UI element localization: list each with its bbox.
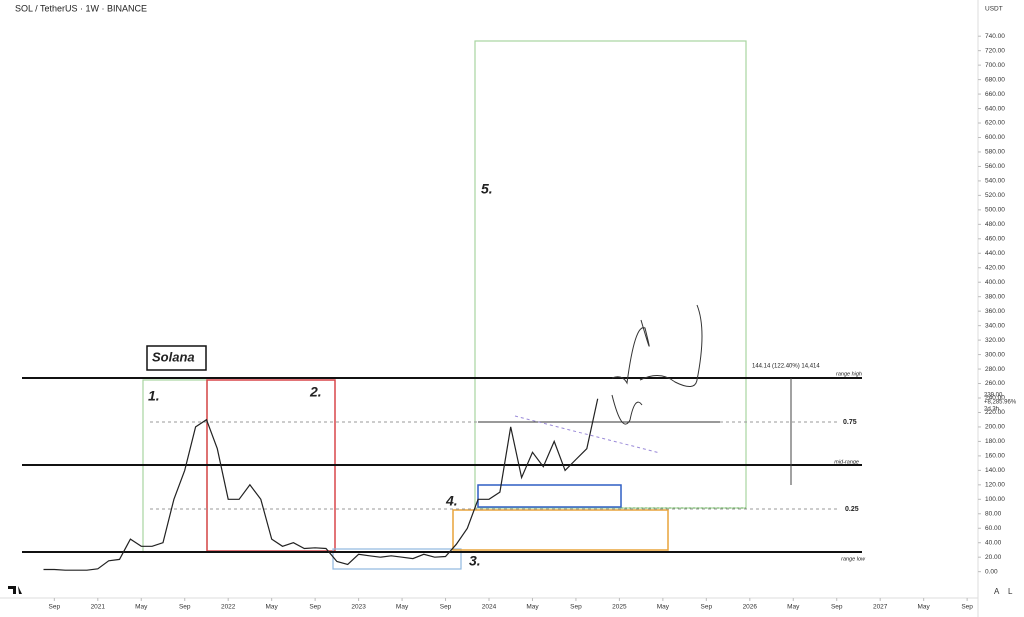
y-tick-label: 160.00: [985, 453, 1005, 460]
y-tick-label: 360.00: [985, 308, 1005, 315]
y-tick-label: 260.00: [985, 380, 1005, 387]
y-tick-label: 500.00: [985, 207, 1005, 214]
y-tick-label: 220.00: [985, 409, 1005, 416]
box-4: [477, 484, 622, 508]
y-tick-label: 200.00: [985, 424, 1005, 431]
y-tick-label: 40.00: [985, 539, 1002, 546]
y-tick-label: 720.00: [985, 47, 1005, 54]
y-tick-label: 320.00: [985, 337, 1005, 344]
x-tick-label: Sep: [49, 604, 61, 611]
x-tick-label: May: [266, 604, 279, 611]
y-tick-label: 700.00: [985, 62, 1005, 69]
x-tick-label: Sep: [831, 604, 843, 611]
y-tick-label: 120.00: [985, 482, 1005, 489]
y-tick-label: 580.00: [985, 149, 1005, 156]
y-tick-label: 740.00: [985, 33, 1005, 40]
x-tick-label: Sep: [961, 604, 973, 611]
y-tick-label: 460.00: [985, 236, 1005, 243]
y-tick-label: 180.00: [985, 438, 1005, 445]
box-3: [332, 548, 462, 570]
y-tick-label: 600.00: [985, 134, 1005, 141]
y-axis-unit: USDT: [985, 6, 1003, 13]
annotation: 3.: [469, 553, 481, 569]
y-tick-label: 620.00: [985, 120, 1005, 127]
x-tick-label: 2022: [221, 604, 236, 611]
y-tick-label: 380.00: [985, 293, 1005, 300]
y-tick-label: 240.00: [985, 395, 1005, 402]
scale-button[interactable]: A: [994, 587, 1000, 596]
last-price-label: +8,285.96%: [984, 400, 1017, 406]
annotation: 1.: [148, 388, 160, 404]
y-tick-label: 280.00: [985, 366, 1005, 373]
x-tick-label: Sep: [570, 604, 582, 611]
x-tick-label: 2026: [743, 604, 758, 611]
last-price-label: 2d 3h: [984, 407, 999, 413]
annotation: 0.75: [843, 419, 857, 426]
x-tick-label: May: [787, 604, 800, 611]
x-tick-label: May: [918, 604, 931, 611]
x-tick-label: May: [396, 604, 409, 611]
y-tick-label: 60.00: [985, 525, 1002, 532]
x-tick-label: Sep: [440, 604, 452, 611]
y-tick-label: 560.00: [985, 163, 1005, 170]
x-tick-label: 2025: [612, 604, 627, 611]
y-tick-label: 640.00: [985, 105, 1005, 112]
y-tick-label: 480.00: [985, 221, 1005, 228]
y-tick-label: 680.00: [985, 76, 1005, 83]
y-tick-label: 540.00: [985, 178, 1005, 185]
y-tick-label: 300.00: [985, 351, 1005, 358]
y-tick-label: 80.00: [985, 511, 1002, 518]
y-tick-label: 140.00: [985, 467, 1005, 474]
x-tick-label: 2024: [482, 604, 497, 611]
y-tick-label: 440.00: [985, 250, 1005, 257]
annotation: range high: [836, 371, 862, 377]
y-tick-label: 340.00: [985, 322, 1005, 329]
drawings: [22, 40, 862, 570]
x-tick-label: May: [526, 604, 539, 611]
y-tick-label: 20.00: [985, 554, 1002, 561]
annotation: range low: [841, 556, 866, 562]
x-tick-label: May: [657, 604, 670, 611]
y-tick-label: 100.00: [985, 496, 1005, 503]
annotation: 4.: [445, 493, 458, 509]
trend-line: [514, 415, 661, 454]
annotation: 5.: [481, 181, 493, 197]
chart-title: SOL / TetherUS · 1W · BINANCE: [15, 3, 147, 13]
x-tick-label: 2023: [351, 604, 366, 611]
solana-label-box: [146, 345, 207, 371]
y-tick-label: 0.00: [985, 568, 998, 575]
annotation: 2.: [309, 384, 322, 400]
projection-scribbles: [611, 304, 703, 425]
price-line: [43, 398, 599, 571]
annotation: 0.25: [845, 506, 859, 513]
x-tick-label: Sep: [701, 604, 713, 611]
y-tick-label: 520.00: [985, 192, 1005, 199]
x-tick-label: 2021: [91, 604, 106, 611]
annotation: Solana: [152, 349, 195, 364]
x-tick-label: Sep: [309, 604, 321, 611]
logo: [8, 586, 22, 594]
x-tick-label: Sep: [179, 604, 191, 611]
x-tick-label: 2027: [873, 604, 888, 611]
y-tick-label: 660.00: [985, 91, 1005, 98]
box-orange: [452, 509, 669, 551]
y-tick-label: 420.00: [985, 264, 1005, 271]
scale-button[interactable]: L: [1008, 587, 1013, 596]
y-tick-label: 400.00: [985, 279, 1005, 286]
annotation: mid-range: [834, 459, 859, 465]
x-tick-label: May: [135, 604, 148, 611]
box-5: [474, 40, 747, 509]
last-price-label: 239.00: [984, 393, 1003, 399]
annotation: 144.14 (122.40%) 14,414: [752, 364, 820, 370]
